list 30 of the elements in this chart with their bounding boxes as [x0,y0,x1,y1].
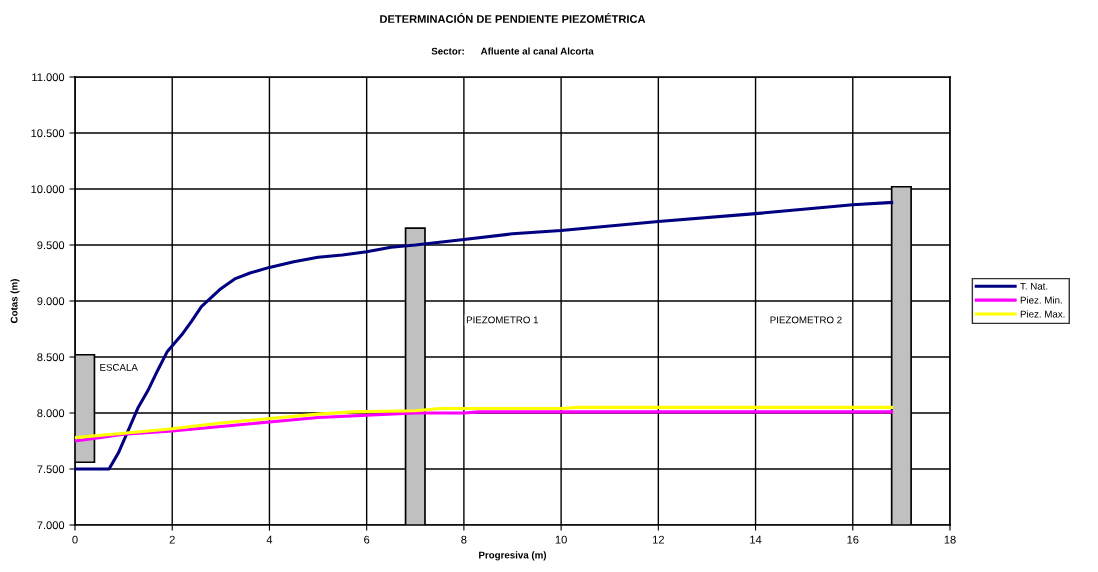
annotation: ESCALA [100,363,138,371]
y-tick-label: 11.000 [32,73,65,82]
x-tick-label: 6 [364,535,370,544]
chart-subtitle: Sector: Afluente al canal Alcorta [431,47,594,55]
y-tick-label: 10.000 [31,185,65,194]
x-tick-label: 0 [72,535,78,544]
y-axis-title: Cotas (m) [10,279,20,324]
y-tick-label: 9.000 [37,297,65,306]
chart-title: DETERMINACIÓN DE PENDIENTE PIEZOMÉTRICA [380,13,646,23]
y-tick-label: 7.000 [37,521,65,530]
x-tick-label: 14 [750,535,762,544]
legend-label: Piez. Min. [1020,296,1062,304]
x-tick-label: 10 [555,535,567,544]
x-tick-label: 18 [944,535,956,544]
x-tick-label: 8 [461,535,467,544]
legend-label: T. Nat. [1020,282,1048,290]
legend-label: Piez. Max. [1020,310,1065,318]
x-tick-label: 16 [847,535,859,544]
annotation: PIEZOMETRO 1 [466,316,539,324]
x-axis-title: Progresiva (m) [479,551,547,561]
y-tick-label: 8.500 [37,353,65,362]
y-tick-label: 8.000 [37,409,65,418]
x-tick-label: 2 [169,535,175,544]
line-series [75,200,894,471]
y-tick-label: 7.500 [37,465,65,474]
y-tick-label: 9.500 [37,241,65,250]
x-tick-label: 4 [266,535,273,544]
y-tick-label: 10.500 [31,129,65,138]
x-tick-label: 12 [653,535,664,544]
annotation: PIEZOMETRO 2 [770,316,842,324]
